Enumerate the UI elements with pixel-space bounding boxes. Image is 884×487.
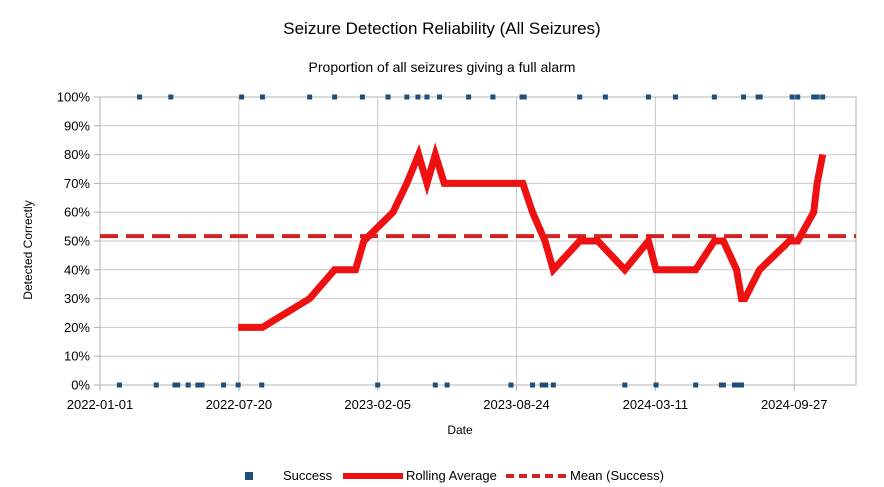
success-marker: [732, 382, 738, 388]
x-axis-label: Date: [447, 423, 473, 437]
success-marker: [172, 382, 178, 388]
success-marker: [332, 94, 338, 100]
legend-mean-line: [506, 474, 566, 478]
success-marker: [820, 94, 826, 100]
success-marker: [235, 382, 241, 388]
success-marker: [466, 94, 472, 100]
success-marker: [795, 94, 801, 100]
success-marker: [195, 382, 201, 388]
success-marker: [415, 94, 421, 100]
legend-rolling-average-label: Rolling Average: [406, 468, 497, 483]
x-tick-label: 2022-01-01: [67, 397, 134, 412]
x-tick-label: 2022-07-20: [206, 397, 273, 412]
success-marker: [508, 382, 514, 388]
success-marker: [490, 94, 496, 100]
success-marker: [199, 382, 205, 388]
rolling-average-line: [238, 142, 827, 331]
success-marker: [543, 382, 549, 388]
legend-rolling-average-line: [343, 473, 403, 479]
success-marker: [168, 94, 174, 100]
success-marker: [789, 94, 795, 100]
success-marker: [622, 382, 628, 388]
success-marker: [116, 382, 122, 388]
success-marker: [757, 94, 763, 100]
success-marker: [653, 382, 659, 388]
success-marker: [432, 382, 438, 388]
x-tick-label: 2024-09-27: [761, 397, 828, 412]
success-marker: [404, 94, 410, 100]
success-marker: [221, 382, 227, 388]
success-marker: [259, 382, 265, 388]
success-marker: [375, 382, 381, 388]
chart-title: Seizure Detection Reliability (All Seizu…: [283, 19, 601, 38]
y-tick-label: 10%: [64, 349, 90, 364]
success-marker: [645, 94, 651, 100]
success-marker: [521, 94, 527, 100]
legend-mean-label: Mean (Success): [570, 468, 664, 483]
success-marker: [529, 382, 535, 388]
success-marker: [814, 94, 820, 100]
success-marker: [444, 382, 450, 388]
success-marker: [359, 94, 365, 100]
y-tick-label: 50%: [64, 234, 90, 249]
y-tick-label: 30%: [64, 291, 90, 306]
y-tick-label: 40%: [64, 262, 90, 277]
success-marker: [175, 382, 181, 388]
success-marker: [711, 94, 717, 100]
success-marker: [137, 94, 143, 100]
chart-subtitle: Proportion of all seizures giving a full…: [308, 59, 576, 75]
success-marker: [436, 94, 442, 100]
y-tick-label: 100%: [57, 90, 91, 105]
success-marker: [738, 382, 744, 388]
y-tick-label: 0%: [71, 378, 90, 393]
success-marker: [720, 382, 726, 388]
success-marker: [153, 382, 159, 388]
x-tick-label: 2024-03-11: [623, 397, 689, 412]
success-marker: [673, 94, 679, 100]
success-marker: [577, 94, 583, 100]
success-marker: [539, 382, 545, 388]
y-tick-label: 20%: [64, 320, 90, 335]
y-tick-label: 70%: [64, 176, 90, 191]
success-marker: [307, 94, 313, 100]
x-tick-label: 2023-08-24: [483, 397, 550, 412]
success-marker: [811, 94, 817, 100]
success-marker: [424, 94, 430, 100]
success-marker: [239, 94, 245, 100]
success-marker: [185, 382, 191, 388]
x-tick-label: 2023-02-05: [344, 397, 411, 412]
legend-success-marker: [245, 472, 253, 480]
success-marker: [550, 382, 556, 388]
legend-success-label: Success: [283, 468, 333, 483]
success-marker: [259, 94, 265, 100]
y-tick-label: 60%: [64, 205, 90, 220]
plot-border: [99, 96, 857, 386]
legend: Success Rolling Average Mean (Success): [0, 467, 884, 485]
success-marker: [736, 382, 742, 388]
success-marker: [741, 94, 747, 100]
y-tick-label: 80%: [64, 147, 90, 162]
success-marker: [602, 94, 608, 100]
y-tick-label: 90%: [64, 118, 90, 133]
success-marker: [385, 94, 391, 100]
success-marker: [693, 382, 699, 388]
